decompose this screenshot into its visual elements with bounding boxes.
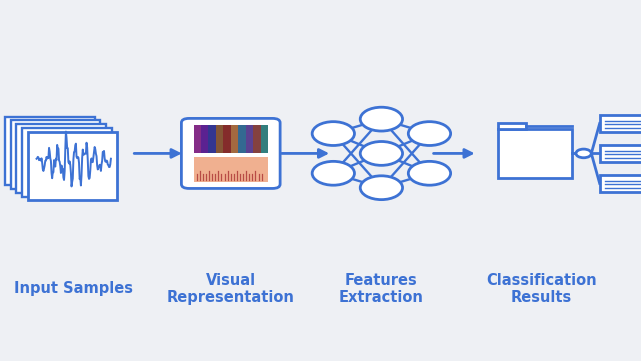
Bar bbox=[22, 128, 112, 196]
Bar bbox=[253, 125, 260, 153]
FancyBboxPatch shape bbox=[181, 118, 280, 188]
Bar bbox=[28, 132, 117, 200]
Bar bbox=[11, 121, 101, 189]
Circle shape bbox=[312, 122, 354, 145]
Bar bbox=[246, 125, 253, 153]
Circle shape bbox=[360, 142, 403, 165]
Bar bbox=[499, 129, 572, 178]
Bar bbox=[600, 115, 641, 132]
Bar bbox=[600, 145, 641, 162]
Circle shape bbox=[312, 161, 354, 185]
Circle shape bbox=[408, 122, 451, 145]
Text: Input Samples: Input Samples bbox=[14, 281, 133, 296]
Bar bbox=[238, 125, 246, 153]
Circle shape bbox=[408, 161, 451, 185]
Bar bbox=[600, 175, 641, 192]
Bar bbox=[499, 123, 526, 129]
Circle shape bbox=[360, 176, 403, 200]
Bar bbox=[194, 125, 268, 153]
Bar bbox=[208, 125, 216, 153]
Circle shape bbox=[576, 149, 591, 158]
Bar bbox=[5, 117, 95, 185]
Bar bbox=[216, 125, 223, 153]
Bar bbox=[223, 125, 231, 153]
Bar bbox=[260, 125, 268, 153]
Bar bbox=[231, 125, 238, 153]
Bar bbox=[201, 125, 208, 153]
Bar bbox=[194, 125, 201, 153]
Text: Classification
Results: Classification Results bbox=[487, 273, 597, 305]
Circle shape bbox=[360, 107, 403, 131]
Text: Visual
Representation: Visual Representation bbox=[167, 273, 295, 305]
Bar bbox=[17, 124, 106, 193]
Text: Features
Extraction: Features Extraction bbox=[339, 273, 424, 305]
Bar bbox=[194, 157, 268, 182]
